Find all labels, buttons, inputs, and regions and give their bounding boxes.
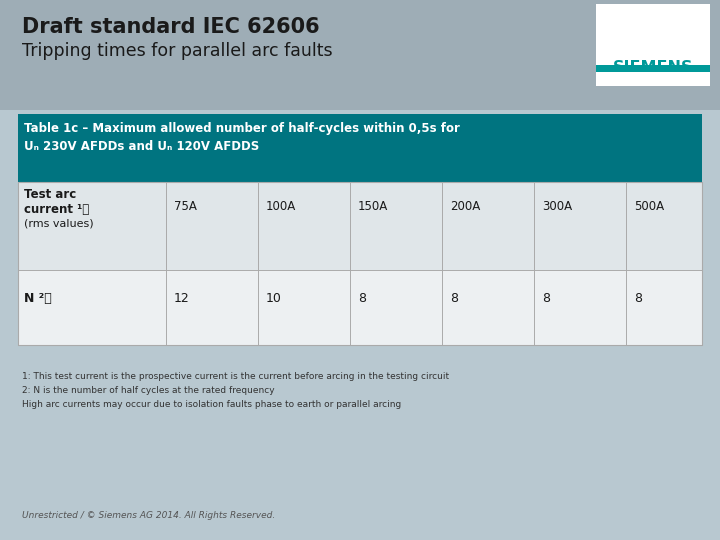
Text: 8: 8 bbox=[634, 292, 642, 305]
Text: Tripping times for parallel arc faults: Tripping times for parallel arc faults bbox=[22, 42, 333, 60]
Bar bbox=[0, 0, 720, 110]
Text: 10: 10 bbox=[266, 292, 282, 305]
Text: current ¹⧸: current ¹⧸ bbox=[24, 203, 89, 216]
Text: 8: 8 bbox=[450, 292, 458, 305]
Text: Draft standard IEC 62606: Draft standard IEC 62606 bbox=[22, 17, 320, 37]
Text: (rms values): (rms values) bbox=[24, 219, 94, 229]
Text: Test arc: Test arc bbox=[24, 188, 76, 201]
Bar bbox=[18, 182, 702, 270]
Text: 2: N is the number of half cycles at the rated frequency: 2: N is the number of half cycles at the… bbox=[22, 386, 274, 395]
Text: 1: This test current is the prospective current is the current before arcing in : 1: This test current is the prospective … bbox=[22, 372, 449, 381]
Text: 8: 8 bbox=[542, 292, 550, 305]
Text: High arc currents may occur due to isolation faults phase to earth or parallel a: High arc currents may occur due to isola… bbox=[22, 400, 401, 409]
Bar bbox=[596, 65, 710, 72]
Text: 300A: 300A bbox=[542, 200, 572, 213]
Bar bbox=[18, 270, 702, 345]
Text: Table 1c – Maximum allowed number of half-cycles within 0,5s for: Table 1c – Maximum allowed number of hal… bbox=[24, 122, 460, 135]
Text: 200A: 200A bbox=[450, 200, 480, 213]
Text: N ²⧸: N ²⧸ bbox=[24, 292, 52, 305]
Text: Unrestricted / © Siemens AG 2014. All Rights Reserved.: Unrestricted / © Siemens AG 2014. All Ri… bbox=[22, 511, 275, 520]
Text: 12: 12 bbox=[174, 292, 190, 305]
Bar bbox=[596, 4, 710, 86]
Text: 100A: 100A bbox=[266, 200, 296, 213]
Text: SIEMENS: SIEMENS bbox=[613, 60, 693, 75]
Bar bbox=[18, 114, 702, 182]
Text: 75A: 75A bbox=[174, 200, 197, 213]
Text: Uₙ 230V AFDDs and Uₙ 120V AFDDS: Uₙ 230V AFDDs and Uₙ 120V AFDDS bbox=[24, 140, 259, 153]
Text: 150A: 150A bbox=[358, 200, 388, 213]
Text: 8: 8 bbox=[358, 292, 366, 305]
Bar bbox=[18, 182, 702, 345]
Text: 500A: 500A bbox=[634, 200, 664, 213]
